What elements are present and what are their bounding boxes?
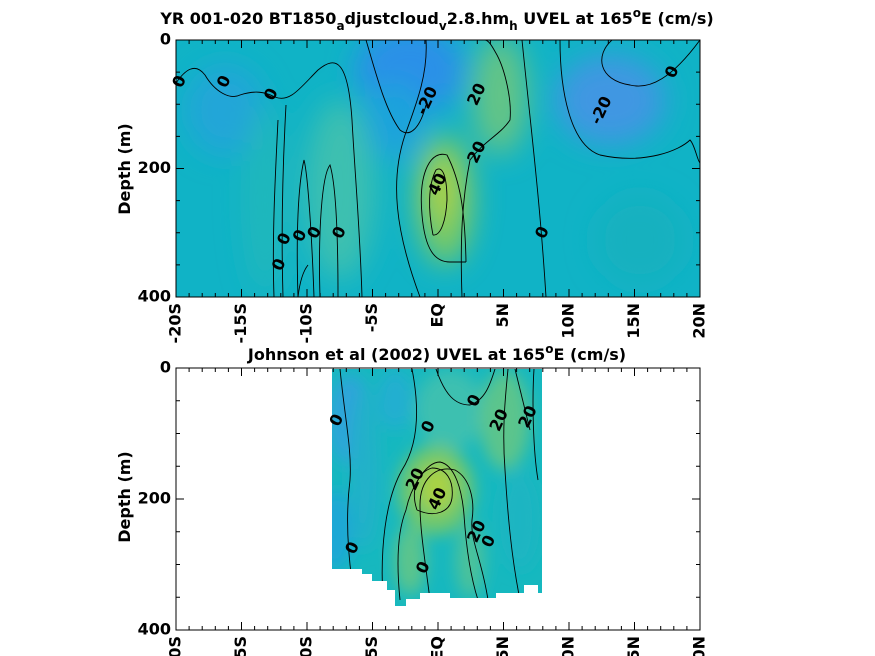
top-contours <box>176 40 700 297</box>
x-tick-label: -15S <box>231 636 250 656</box>
x-tick-label: -20S <box>166 303 185 343</box>
y-tick-label: 400 <box>138 620 171 639</box>
x-tick-label: 15N <box>624 303 643 339</box>
y-tick-label: 0 <box>160 30 171 49</box>
top-title: YR 001-020 BT1850adjustcloudv2.8.hmh UVE… <box>159 6 713 33</box>
x-tick-label: -5S <box>362 303 381 332</box>
top-ylabel: Depth (m) <box>115 123 134 215</box>
x-tick-label: 5N <box>493 303 512 328</box>
top-heatmap <box>176 40 700 297</box>
x-tick-label: -20S <box>166 636 185 656</box>
y-tick-label: 400 <box>138 287 171 306</box>
x-tick-label: 10N <box>559 303 578 339</box>
x-tick-label: -15S <box>231 303 250 343</box>
x-tick-label: 20N <box>690 636 709 656</box>
bottom-heatmap <box>332 369 542 606</box>
x-tick-label: -5S <box>362 636 381 656</box>
x-tick-label: EQ <box>428 636 447 656</box>
top-xticks: -20S -15S -10S -5S EQ 5N 10N 15N 20N <box>166 40 709 343</box>
x-tick-label: EQ <box>428 303 447 328</box>
bottom-ylabel: Depth (m) <box>115 451 134 543</box>
x-tick-label: 20N <box>690 303 709 339</box>
top-yticks: 0 200 400 <box>138 30 700 306</box>
x-tick-label: 10N <box>559 636 578 656</box>
bottom-xticks: -20S -15S -10S -5S EQ 5N 10N 15N 20N <box>166 368 709 656</box>
x-tick-label: -10S <box>297 636 316 656</box>
bottom-yticks: 0 200 400 <box>138 358 700 639</box>
bottom-title: Johnson et al (2002) UVEL at 165oE (cm/s… <box>247 342 626 364</box>
y-tick-label: 200 <box>138 489 171 508</box>
bottom-contours <box>339 369 539 601</box>
x-tick-label: 5N <box>493 636 512 656</box>
y-tick-label: 200 <box>138 158 171 177</box>
y-tick-label: 0 <box>160 358 171 377</box>
x-tick-label: 15N <box>624 636 643 656</box>
x-tick-label: -10S <box>297 303 316 343</box>
